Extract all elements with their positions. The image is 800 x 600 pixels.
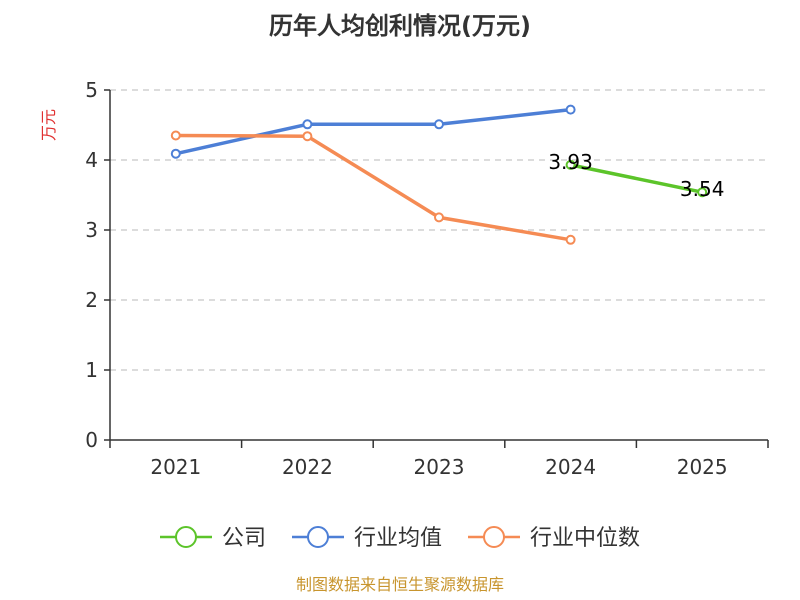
series-line-0 [568, 163, 704, 194]
legend-item-1: 行业均值 [292, 526, 442, 551]
y-tick-label: 5 [85, 78, 98, 102]
y-axis-label: 万元 [39, 109, 58, 141]
data-point [697, 187, 708, 198]
legend-marker [483, 526, 505, 548]
data-label: 3.54 [680, 177, 725, 201]
data-point [434, 212, 444, 223]
data-label: 3.93 [548, 150, 593, 174]
legend-item-0: 公司 [160, 526, 266, 551]
data-point [565, 234, 576, 245]
y-tick-label: 1 [85, 358, 98, 382]
grid-lines [110, 89, 768, 371]
x-tick-label: 2021 [150, 455, 201, 479]
x-tick-label: 2025 [677, 455, 728, 479]
data-point [170, 130, 181, 141]
x-tick-label: 2023 [414, 455, 465, 479]
y-tick-label: 0 [85, 428, 98, 452]
data-point [302, 131, 313, 142]
x-tick-label: 2022 [282, 455, 333, 479]
legend-label: 公司 [222, 526, 266, 551]
legend-item-2: 行业中位数 [468, 526, 640, 551]
legend-marker [307, 526, 329, 548]
legend-marker [175, 526, 197, 548]
y-tick-label: 4 [85, 148, 98, 172]
x-tick-label: 2024 [545, 455, 596, 479]
y-tick-label: 2 [85, 288, 98, 312]
axes: 0 1 2 3 4 5 2021 2022 2023 2024 2025 [85, 78, 769, 479]
legend: 公司 行业均值 行业中位数 [160, 526, 640, 551]
data-labels: 3.93 3.54 [548, 150, 724, 201]
series-lines [170, 104, 708, 245]
legend-label: 行业均值 [354, 526, 442, 551]
data-point [302, 119, 313, 130]
series-line-1 [174, 107, 573, 156]
data-point [170, 148, 181, 159]
legend-label: 行业中位数 [530, 526, 640, 551]
y-tick-label: 3 [85, 218, 98, 242]
data-point [434, 119, 444, 130]
chart-title: 历年人均创利情况(万元) [269, 12, 531, 40]
source-note: 制图数据来自恒生聚源数据库 [296, 575, 504, 594]
data-point [565, 104, 576, 115]
data-point [565, 159, 576, 170]
series-line-2 [174, 133, 573, 242]
